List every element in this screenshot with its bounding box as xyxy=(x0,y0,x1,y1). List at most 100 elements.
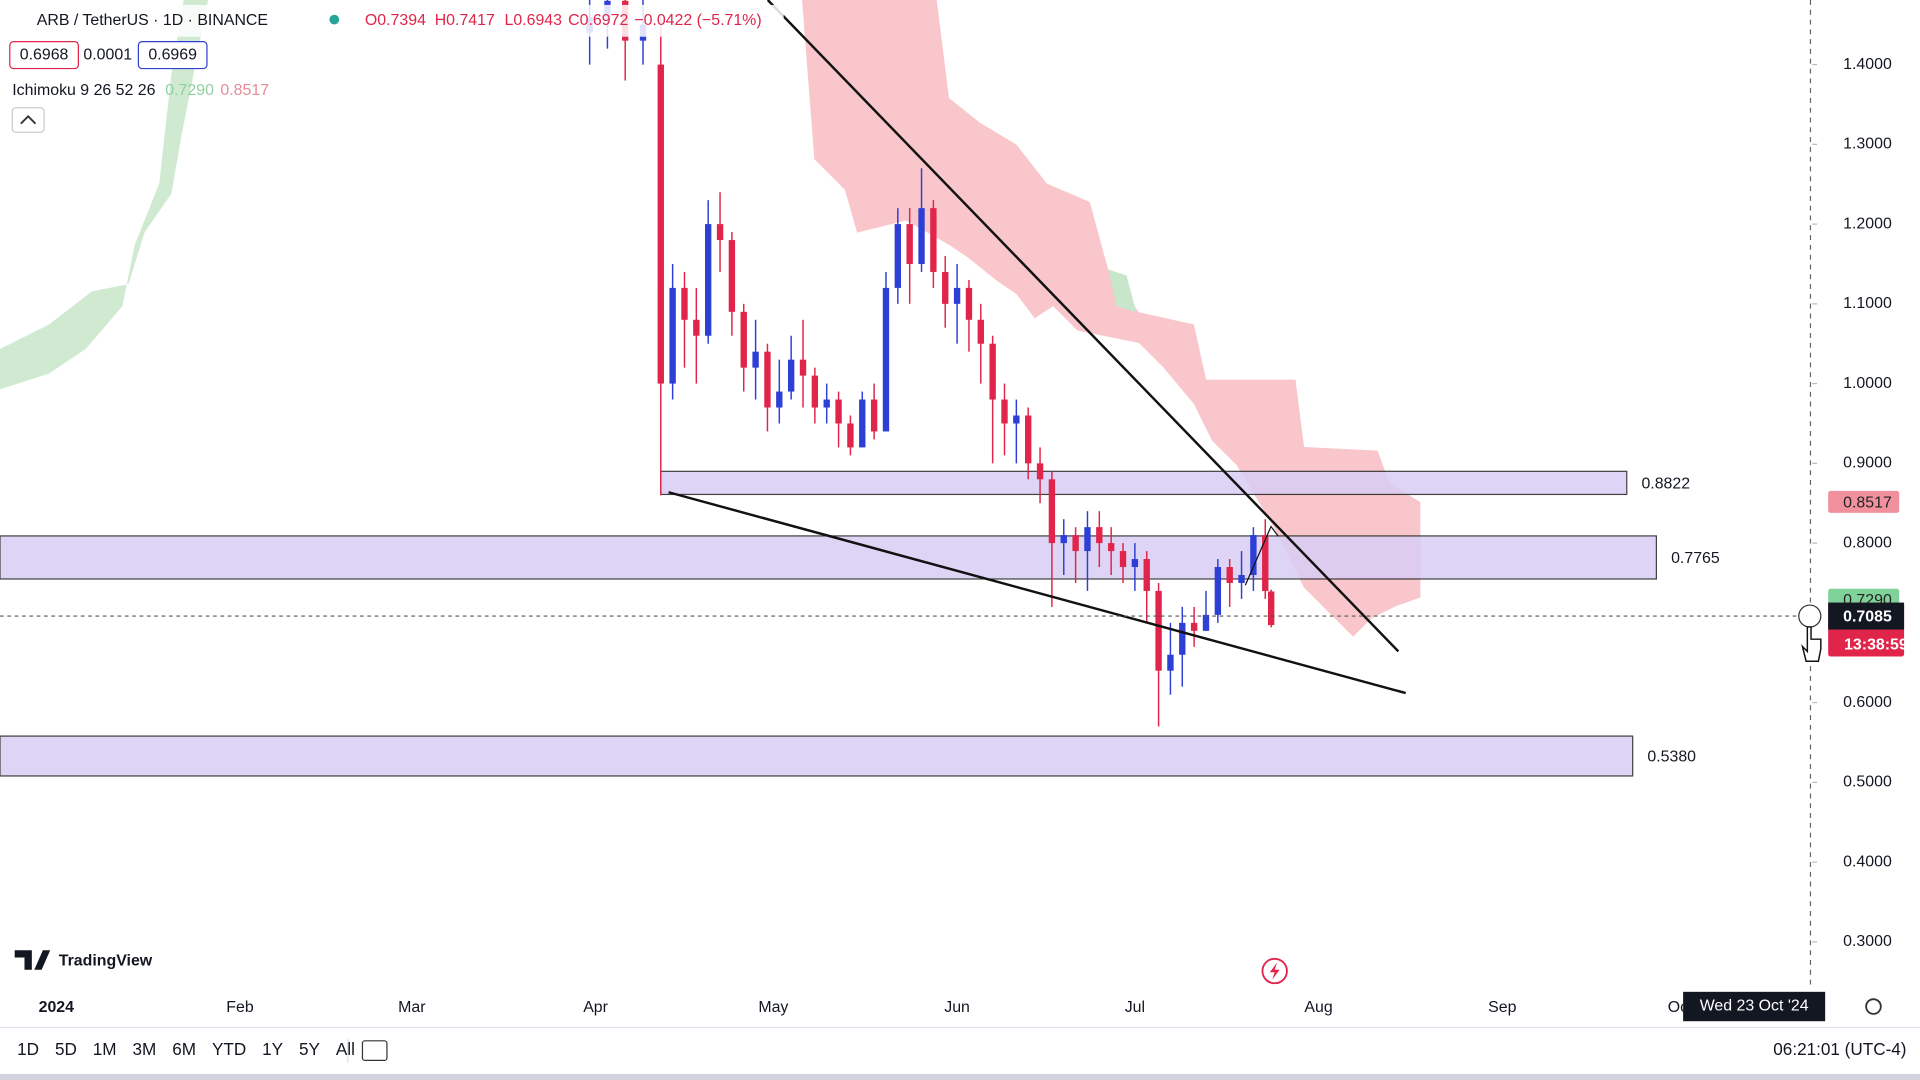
candle-body xyxy=(799,359,807,376)
candle-body xyxy=(1001,399,1008,424)
collapse-icon xyxy=(20,115,37,125)
logo: TradingView xyxy=(14,950,153,970)
candle-body xyxy=(1214,567,1222,615)
candle-body xyxy=(882,287,890,432)
current-price-box xyxy=(1828,602,1905,630)
candle-body xyxy=(776,391,783,408)
candle-body xyxy=(906,224,913,264)
x-tick-label: Mar xyxy=(398,999,426,1016)
y-tick-label: 1.4000 xyxy=(1843,56,1892,73)
price-badge xyxy=(1828,490,1900,513)
trendline-lower xyxy=(668,491,1407,695)
lightning-button[interactable] xyxy=(1261,957,1288,985)
candle-body xyxy=(681,287,688,320)
candle-body xyxy=(1119,551,1127,568)
ask[interactable]: 0.6969 xyxy=(148,46,197,63)
candle-body xyxy=(847,423,854,448)
zone xyxy=(660,470,1628,496)
y-tick-label: 0.3000 xyxy=(1843,933,1892,950)
range-button[interactable]: 6M xyxy=(172,1039,196,1059)
range-button[interactable]: 1M xyxy=(93,1039,117,1059)
calendar-button[interactable] xyxy=(361,1040,388,1062)
candle-body xyxy=(1202,614,1210,631)
bid[interactable]: 0.6968 xyxy=(20,46,69,63)
range-button[interactable]: 3M xyxy=(133,1039,157,1059)
spread: 0.0001 xyxy=(83,46,132,63)
ohlc-change: −0.0422 (−5.71%) xyxy=(634,12,761,29)
collapse-button[interactable] xyxy=(11,107,45,133)
current-price-label: 0.7085 xyxy=(1843,608,1892,625)
y-tick-label: 1.1000 xyxy=(1843,295,1892,312)
candle-body xyxy=(740,311,747,368)
candle-body xyxy=(965,287,973,320)
crosshair-date-box xyxy=(1683,991,1826,1022)
crosshair-date: Wed 23 Oct '24 xyxy=(1700,998,1809,1015)
candle-body xyxy=(787,359,795,392)
x-tick-label: Sep xyxy=(1488,999,1516,1016)
candle-body xyxy=(930,208,937,272)
range-button[interactable]: 1Y xyxy=(262,1039,284,1059)
zone-label: 0.8822 xyxy=(1641,475,1690,492)
cursor-hand xyxy=(1801,626,1822,662)
candle-body xyxy=(953,287,961,304)
y-tick-label: 0.6000 xyxy=(1843,694,1892,711)
y-tick-label: 0.5000 xyxy=(1843,774,1892,791)
candle-body xyxy=(669,287,676,384)
zone xyxy=(0,735,1634,777)
crosshair-button[interactable] xyxy=(1798,604,1822,628)
candle-body xyxy=(752,351,759,368)
header-bg xyxy=(0,4,784,37)
zone-label: 0.7765 xyxy=(1671,550,1720,567)
candle-body xyxy=(657,64,664,384)
candle-body xyxy=(823,399,830,408)
candle-body xyxy=(811,375,819,408)
countdown: 13:38:59 xyxy=(1844,637,1908,654)
candle-body xyxy=(1267,591,1275,626)
candle-body xyxy=(1226,567,1233,583)
bid-box[interactable] xyxy=(9,41,79,70)
settings-button[interactable] xyxy=(1865,998,1882,1015)
candle-body xyxy=(1084,527,1091,552)
symbol: ARB / TetherUS · 1D · BINANCE xyxy=(37,12,268,29)
candle-body xyxy=(1072,535,1079,552)
x-tick-label: Jul xyxy=(1125,999,1145,1016)
range-button[interactable]: All xyxy=(336,1039,355,1059)
x-tick-label: Aug xyxy=(1304,999,1332,1016)
candle-body xyxy=(977,319,984,344)
range-button[interactable]: 5D xyxy=(55,1039,77,1059)
status-dot xyxy=(329,14,340,25)
candle-body xyxy=(1250,535,1257,575)
candle-body xyxy=(894,224,902,288)
candle-body xyxy=(989,343,996,400)
logo-text: TradingView xyxy=(59,952,153,969)
indicator-value: 0.7290 xyxy=(165,82,214,99)
ask-box[interactable] xyxy=(137,41,208,70)
candle-body xyxy=(1025,415,1032,464)
x-tick-label: 2024 xyxy=(39,999,75,1016)
cloud-green xyxy=(0,0,209,390)
candle-body xyxy=(1143,559,1150,591)
candle-body xyxy=(1060,535,1067,544)
candle-body xyxy=(1155,590,1162,671)
trendline-upper xyxy=(766,0,1400,653)
y-tick-label: 1.0000 xyxy=(1843,375,1892,392)
y-tick-label: 0.9000 xyxy=(1843,455,1892,472)
candle-body xyxy=(918,208,925,264)
range-button[interactable]: 5Y xyxy=(299,1039,321,1059)
candle-body xyxy=(1167,654,1174,671)
y-tick-label: 1.3000 xyxy=(1843,136,1892,153)
range-button[interactable]: YTD xyxy=(212,1039,246,1059)
ohlc-high: H0.7417 xyxy=(435,12,495,29)
indicator-value: 0.8517 xyxy=(220,82,269,99)
axes: 1.4000 1.3000 1.2000 1.1000 1.0000 0.9000 0.80… xyxy=(0,56,1908,1022)
candle-body xyxy=(1238,575,1245,583)
candle-body xyxy=(1096,527,1103,544)
range-button[interactable]: 1D xyxy=(17,1039,39,1059)
candle-body xyxy=(1048,479,1056,544)
candle-body xyxy=(1262,535,1269,591)
range-bar: 1D 5D 1M 3M 6M YTD 1Y 5Y All xyxy=(17,1039,355,1059)
y-tick-label: 0.4000 xyxy=(1843,853,1892,870)
candle-body xyxy=(870,399,878,432)
y-tick-label: 1.2000 xyxy=(1843,215,1892,232)
